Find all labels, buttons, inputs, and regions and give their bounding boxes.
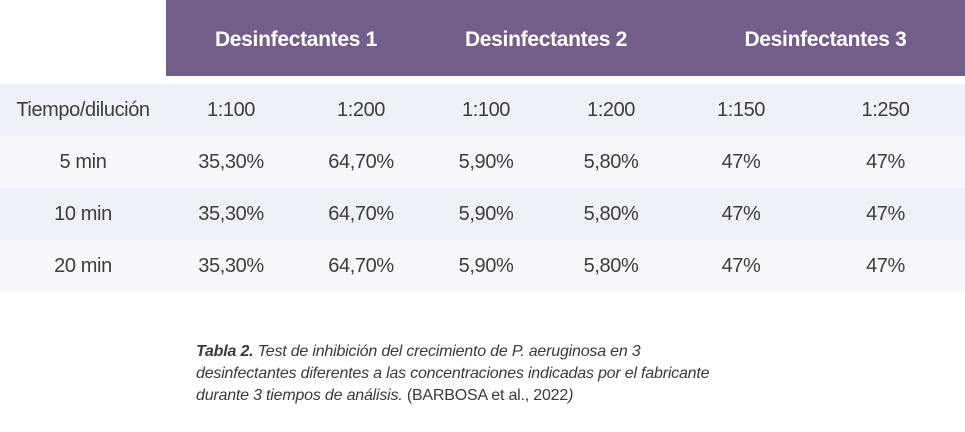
table-cell: 5,90% [458,151,514,173]
table-caption: Tabla 2. Test de inhibición del crecimie… [196,341,796,407]
header-cell: 1:250 [861,99,910,121]
group-title-desinfectantes-2: Desinfectantes 2 [464,28,628,51]
header-cell: 1:100 [461,99,511,121]
header-cell: 1:100 [206,99,256,121]
header-cell: 1:150 [716,99,766,121]
table-cell: 35,30% [198,151,264,173]
group-title-desinfectantes-1: Desinfectantes 1 [214,28,378,51]
table-cell: 5,90% [458,255,514,277]
caption-source: (BARBOSA et al., 2022 [406,387,569,404]
table-row: 20 min 35,30% 64,70% 5,90% 5,80% 47% 47% [0,240,965,292]
row-label: 20 min [54,255,112,277]
table-cell: 5,80% [583,151,639,173]
table-cell: 47% [721,203,761,225]
column-header-row: Tiempo/dilución 1:100 1:200 1:100 1:200 … [0,84,965,136]
table-cell: 47% [721,255,761,277]
caption-text-1: Test de inhibición del crecimiento de P.… [253,343,641,360]
table-cell: 35,30% [198,255,264,277]
table-cell: 64,70% [328,203,394,225]
caption-source-close: ) [568,387,574,404]
table-cell: 64,70% [328,255,394,277]
caption-text-3: durante 3 tiempos de análisis. [196,387,407,404]
row-label: 5 min [59,151,107,173]
caption-line-1: Tabla 2. Test de inhibición del crecimie… [196,341,796,363]
table-cell: 5,80% [583,255,639,277]
table-row: 5 min 35,30% 64,70% 5,90% 5,80% 47% 47% [0,136,965,188]
header-cell-tiempo: Tiempo/dilución [16,99,150,121]
row-label: 10 min [54,203,112,225]
table-cell: 64,70% [328,151,394,173]
table-cell: 35,30% [198,203,264,225]
table-cell: 47% [721,151,761,173]
header-cell: 1:200 [586,99,636,121]
table-cell: 5,80% [583,203,639,225]
header-cell: 1:200 [336,99,386,121]
caption-line-2: desinfectantes diferentes a las concentr… [196,365,710,382]
table-cell: 47% [866,151,905,173]
table-cell: 5,90% [458,203,514,225]
caption-label: Tabla 2. [196,343,254,360]
group-title-desinfectantes-3: Desinfectantes 3 [744,28,907,51]
caption-line-3: durante 3 tiempos de análisis. (BARBOSA … [196,385,796,407]
table-row: 10 min 35,30% 64,70% 5,90% 5,80% 47% 47% [0,188,965,240]
table-group-header [166,0,965,76]
table-cell: 47% [866,255,905,277]
table-cell: 47% [866,203,905,225]
